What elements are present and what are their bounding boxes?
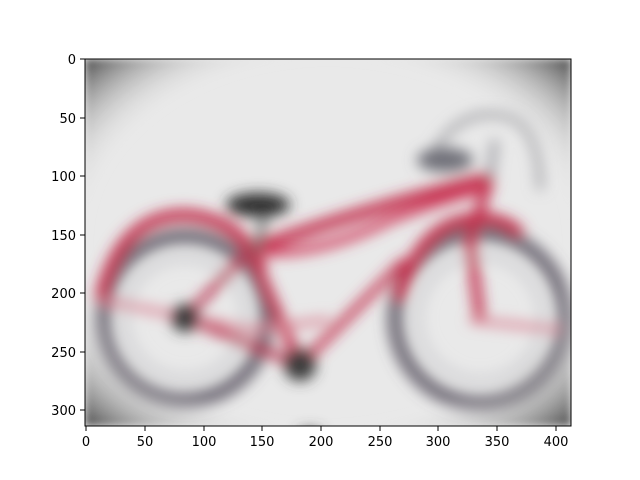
- y-tick-label: 100: [51, 170, 76, 185]
- y-tick-label: 300: [51, 404, 76, 419]
- x-tick-label: 400: [544, 435, 569, 450]
- x-tick-label: 50: [137, 435, 154, 450]
- x-tick-label: 350: [485, 435, 510, 450]
- x-tick-label: 0: [82, 435, 90, 450]
- y-axis: 0 50 100 150 200 250 300: [51, 53, 85, 419]
- y-tick-label: 0: [68, 53, 76, 68]
- x-tick-label: 150: [250, 435, 275, 450]
- x-axis: 0 50 100 150 200 250 300 350 400: [82, 426, 569, 450]
- x-tick-label: 300: [426, 435, 451, 450]
- x-tick-label: 200: [309, 435, 334, 450]
- x-tick-label: 100: [192, 435, 217, 450]
- axes-frame: [84, 58, 572, 427]
- blurred-bicycle-image: [85, 59, 571, 426]
- y-tick-label: 50: [59, 112, 76, 127]
- y-tick-label: 250: [51, 346, 76, 361]
- y-tick-label: 200: [51, 287, 76, 302]
- y-tick-label: 150: [51, 229, 76, 244]
- x-tick-label: 250: [368, 435, 393, 450]
